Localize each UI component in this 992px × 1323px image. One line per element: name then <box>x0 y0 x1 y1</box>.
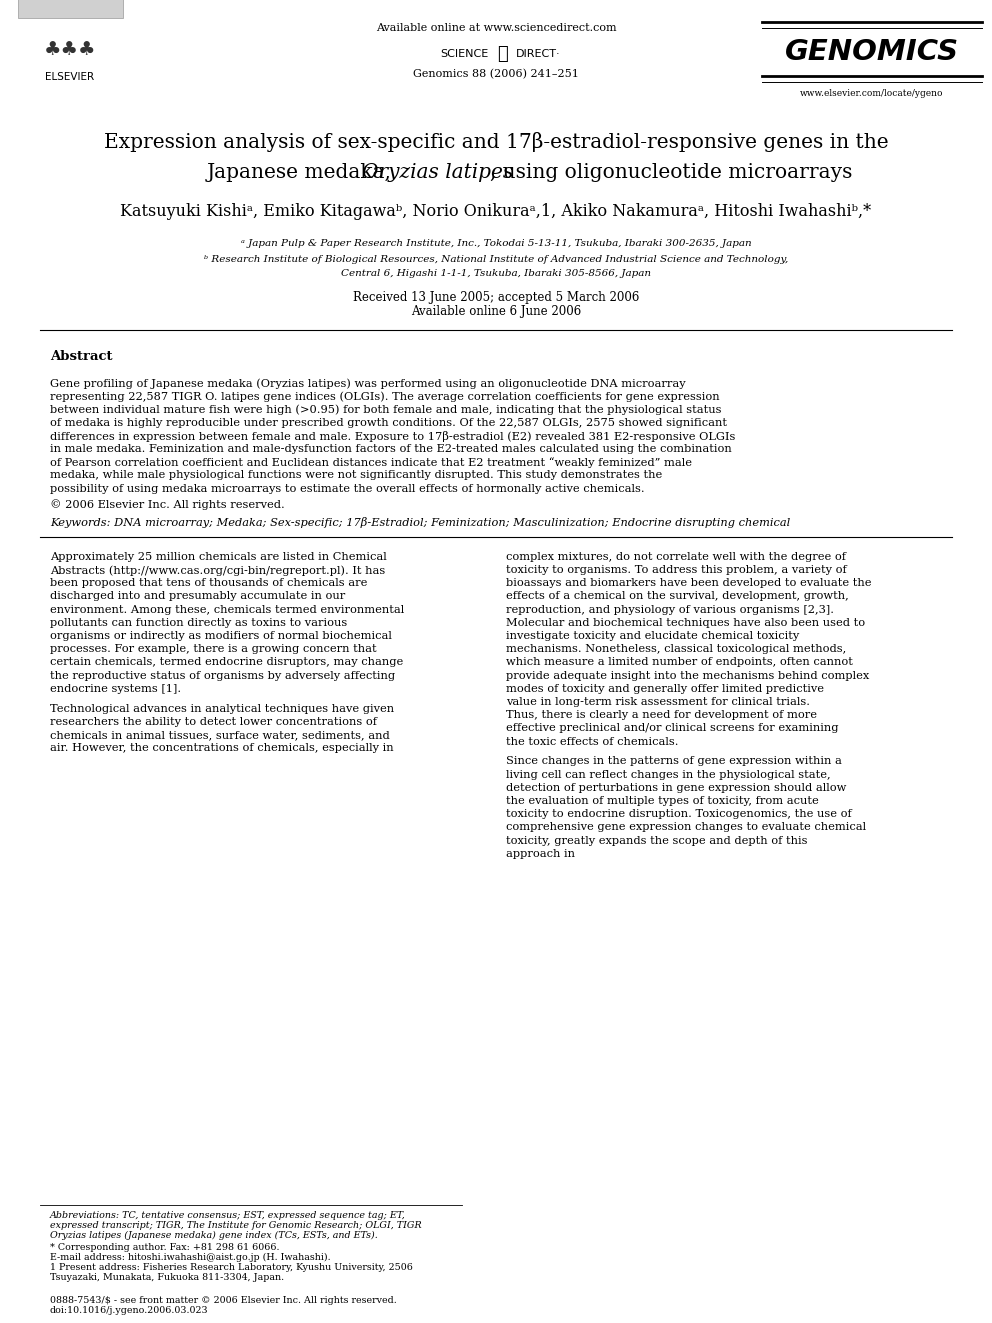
Text: Abstracts (http://www.cas.org/cgi-bin/regreport.pl). It has: Abstracts (http://www.cas.org/cgi-bin/re… <box>50 565 385 576</box>
Text: bioassays and biomarkers have been developed to evaluate the: bioassays and biomarkers have been devel… <box>506 578 872 589</box>
Text: ELSEVIER: ELSEVIER <box>46 71 94 82</box>
Text: processes. For example, there is a growing concern that: processes. For example, there is a growi… <box>50 644 377 654</box>
Text: toxicity to organisms. To address this problem, a variety of: toxicity to organisms. To address this p… <box>506 565 847 576</box>
Text: Katsuyuki Kishiᵃ, Emiko Kitagawaᵇ, Norio Onikuraᵃ,1, Akiko Nakamuraᵃ, Hitoshi Iw: Katsuyuki Kishiᵃ, Emiko Kitagawaᵇ, Norio… <box>120 204 872 221</box>
Text: the evaluation of multiple types of toxicity, from acute: the evaluation of multiple types of toxi… <box>506 796 818 806</box>
Text: the toxic effects of chemicals.: the toxic effects of chemicals. <box>506 737 679 746</box>
Text: Molecular and biochemical techniques have also been used to: Molecular and biochemical techniques hav… <box>506 618 865 628</box>
Text: * Corresponding author. Fax: +81 298 61 6066.: * Corresponding author. Fax: +81 298 61 … <box>50 1244 280 1252</box>
Text: mechanisms. Nonetheless, classical toxicological methods,: mechanisms. Nonetheless, classical toxic… <box>506 644 846 654</box>
Text: of Pearson correlation coefficient and Euclidean distances indicate that E2 trea: of Pearson correlation coefficient and E… <box>50 458 692 468</box>
Text: DIRECT·: DIRECT· <box>516 49 560 60</box>
Text: ᵃ Japan Pulp & Paper Research Institute, Inc., Tokodai 5-13-11, Tsukuba, Ibaraki: ᵃ Japan Pulp & Paper Research Institute,… <box>241 239 751 249</box>
Text: provide adequate insight into the mechanisms behind complex: provide adequate insight into the mechan… <box>506 671 869 680</box>
Text: living cell can reflect changes in the physiological state,: living cell can reflect changes in the p… <box>506 770 830 779</box>
Text: Japanese medaka,: Japanese medaka, <box>207 163 398 181</box>
Text: Central 6, Higashi 1-1-1, Tsukuba, Ibaraki 305-8566, Japan: Central 6, Higashi 1-1-1, Tsukuba, Ibara… <box>341 269 651 278</box>
Text: endocrine systems [1].: endocrine systems [1]. <box>50 684 182 693</box>
Text: of medaka is highly reproducible under prescribed growth conditions. Of the 22,5: of medaka is highly reproducible under p… <box>50 418 727 427</box>
Text: effects of a chemical on the survival, development, growth,: effects of a chemical on the survival, d… <box>506 591 849 602</box>
Text: the reproductive status of organisms by adversely affecting: the reproductive status of organisms by … <box>50 671 395 680</box>
Text: expressed transcript; TIGR, The Institute for Genomic Research; OLGI, TIGR: expressed transcript; TIGR, The Institut… <box>50 1221 422 1230</box>
Text: differences in expression between female and male. Exposure to 17β-estradiol (E2: differences in expression between female… <box>50 431 735 442</box>
Text: Approximately 25 million chemicals are listed in Chemical: Approximately 25 million chemicals are l… <box>50 552 387 562</box>
Text: detection of perturbations in gene expression should allow: detection of perturbations in gene expre… <box>506 783 846 792</box>
Bar <box>18 0 123 19</box>
Text: Tsuyazaki, Munakata, Fukuoka 811-3304, Japan.: Tsuyazaki, Munakata, Fukuoka 811-3304, J… <box>50 1273 284 1282</box>
Text: ᵇ Research Institute of Biological Resources, National Institute of Advanced Ind: ᵇ Research Institute of Biological Resou… <box>204 254 788 263</box>
Text: Keywords: DNA microarray; Medaka; Sex-specific; 17β-Estradiol; Feminization; Mas: Keywords: DNA microarray; Medaka; Sex-sp… <box>50 517 791 528</box>
Text: been proposed that tens of thousands of chemicals are: been proposed that tens of thousands of … <box>50 578 367 589</box>
Text: reproduction, and physiology of various organisms [2,3].: reproduction, and physiology of various … <box>506 605 834 615</box>
Text: 0888-7543/$ - see front matter © 2006 Elsevier Inc. All rights reserved.: 0888-7543/$ - see front matter © 2006 El… <box>50 1297 397 1304</box>
Text: value in long-term risk assessment for clinical trials.: value in long-term risk assessment for c… <box>506 697 810 706</box>
Text: Available online 6 June 2006: Available online 6 June 2006 <box>411 306 581 319</box>
Text: discharged into and presumably accumulate in our: discharged into and presumably accumulat… <box>50 591 345 602</box>
Text: chemicals in animal tissues, surface water, sediments, and: chemicals in animal tissues, surface wat… <box>50 730 390 740</box>
Text: modes of toxicity and generally offer limited predictive: modes of toxicity and generally offer li… <box>506 684 824 693</box>
Text: which measure a limited number of endpoints, often cannot: which measure a limited number of endpoi… <box>506 658 853 667</box>
Text: E-mail address: hitoshi.iwahashi@aist.go.jp (H. Iwahashi).: E-mail address: hitoshi.iwahashi@aist.go… <box>50 1253 330 1262</box>
Text: Oryzias latipes (Japanese medaka) gene index (TCs, ESTs, and ETs).: Oryzias latipes (Japanese medaka) gene i… <box>50 1230 378 1240</box>
Text: representing 22,587 TIGR O. latipes gene indices (OLGIs). The average correlatio: representing 22,587 TIGR O. latipes gene… <box>50 392 719 402</box>
Text: 1 Present address: Fisheries Research Laboratory, Kyushu University, 2506: 1 Present address: Fisheries Research La… <box>50 1263 413 1271</box>
Text: researchers the ability to detect lower concentrations of: researchers the ability to detect lower … <box>50 717 377 726</box>
Text: organisms or indirectly as modifiers of normal biochemical: organisms or indirectly as modifiers of … <box>50 631 392 642</box>
Text: pollutants can function directly as toxins to various: pollutants can function directly as toxi… <box>50 618 347 628</box>
Text: doi:10.1016/j.ygeno.2006.03.023: doi:10.1016/j.ygeno.2006.03.023 <box>50 1306 208 1315</box>
Text: Available online at www.sciencedirect.com: Available online at www.sciencedirect.co… <box>376 22 616 33</box>
Text: © 2006 Elsevier Inc. All rights reserved.: © 2006 Elsevier Inc. All rights reserved… <box>50 499 285 509</box>
Text: Expression analysis of sex-specific and 17β-estradiol-responsive genes in the: Expression analysis of sex-specific and … <box>104 132 888 152</box>
Text: investigate toxicity and elucidate chemical toxicity: investigate toxicity and elucidate chemi… <box>506 631 800 642</box>
Text: toxicity to endocrine disruption. Toxicogenomics, the use of: toxicity to endocrine disruption. Toxico… <box>506 810 852 819</box>
Text: between individual mature fish were high (>0.95) for both female and male, indic: between individual mature fish were high… <box>50 405 721 415</box>
Text: approach in: approach in <box>506 849 575 859</box>
Text: www.elsevier.com/locate/ygeno: www.elsevier.com/locate/ygeno <box>801 90 943 98</box>
Text: Abbreviations: TC, tentative consensus; EST, expressed sequence tag; ET,: Abbreviations: TC, tentative consensus; … <box>50 1211 406 1220</box>
Text: Received 13 June 2005; accepted 5 March 2006: Received 13 June 2005; accepted 5 March … <box>353 291 639 303</box>
Text: air. However, the concentrations of chemicals, especially in: air. However, the concentrations of chem… <box>50 744 394 753</box>
Text: GENOMICS: GENOMICS <box>785 38 959 66</box>
Text: Technological advances in analytical techniques have given: Technological advances in analytical tec… <box>50 704 394 713</box>
Text: Since changes in the patterns of gene expression within a: Since changes in the patterns of gene ex… <box>506 757 842 766</box>
Text: Genomics 88 (2006) 241–251: Genomics 88 (2006) 241–251 <box>413 69 579 79</box>
Text: in male medaka. Feminization and male-dysfunction factors of the E2-treated male: in male medaka. Feminization and male-dy… <box>50 445 732 454</box>
Text: effective preclinical and/or clinical screens for examining: effective preclinical and/or clinical sc… <box>506 724 838 733</box>
Text: possibility of using medaka microarrays to estimate the overall effects of hormo: possibility of using medaka microarrays … <box>50 484 645 493</box>
Text: medaka, while male physiological functions were not significantly disrupted. Thi: medaka, while male physiological functio… <box>50 471 663 480</box>
Text: SCIENCE: SCIENCE <box>440 49 488 60</box>
Text: Gene profiling of Japanese medaka (Oryzias latipes) was performed using an oligo: Gene profiling of Japanese medaka (Oryzi… <box>50 378 685 389</box>
Text: certain chemicals, termed endocrine disruptors, may change: certain chemicals, termed endocrine disr… <box>50 658 404 667</box>
Text: Oryzias latipes: Oryzias latipes <box>362 163 513 181</box>
Text: comprehensive gene expression changes to evaluate chemical: comprehensive gene expression changes to… <box>506 823 866 832</box>
Text: Thus, there is clearly a need for development of more: Thus, there is clearly a need for develo… <box>506 710 817 720</box>
Text: Abstract: Abstract <box>50 349 112 363</box>
Text: environment. Among these, chemicals termed environmental: environment. Among these, chemicals term… <box>50 605 405 615</box>
Text: complex mixtures, do not correlate well with the degree of: complex mixtures, do not correlate well … <box>506 552 846 562</box>
Text: ⓐ: ⓐ <box>497 45 507 64</box>
Text: , using oligonucleotide microarrays: , using oligonucleotide microarrays <box>490 163 852 181</box>
Text: toxicity, greatly expands the scope and depth of this: toxicity, greatly expands the scope and … <box>506 836 807 845</box>
Text: ♣♣♣: ♣♣♣ <box>44 41 96 60</box>
